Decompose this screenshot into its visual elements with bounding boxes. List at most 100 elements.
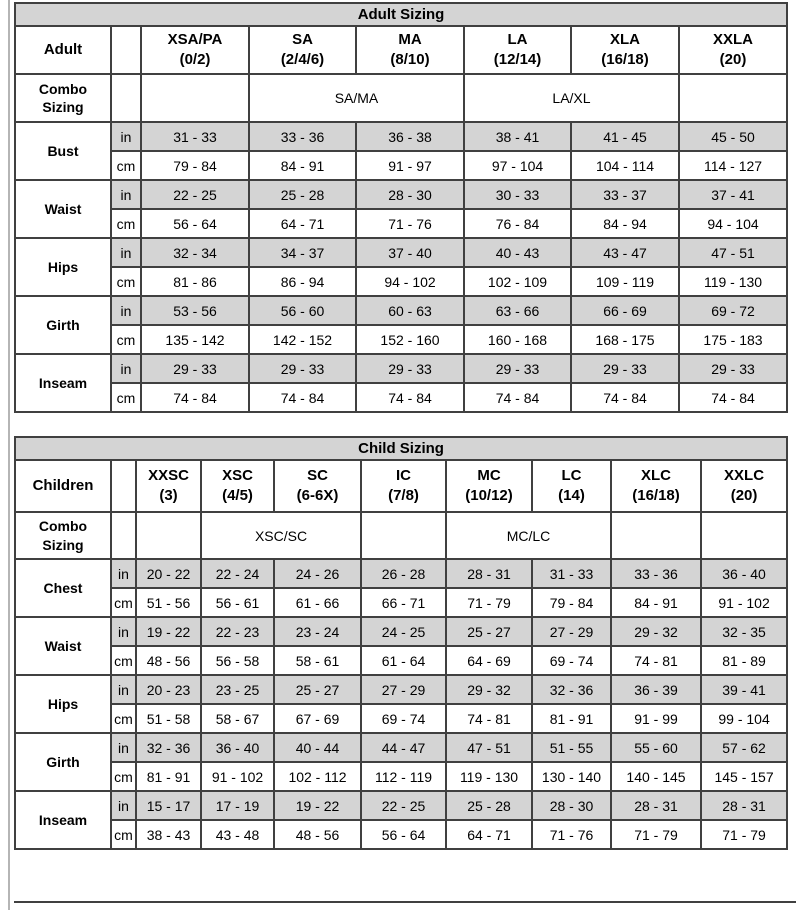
value-cell: 140 - 145	[610, 761, 702, 792]
size-name: MC	[477, 466, 501, 484]
size-range: (20)	[730, 487, 758, 504]
value-cell: 24 - 25	[360, 616, 447, 647]
unit-cell: in	[110, 558, 137, 589]
value-cell: 47 - 51	[677, 237, 789, 268]
value-cell: 61 - 64	[360, 645, 447, 676]
empty-cell	[110, 73, 142, 123]
value-cell: 29 - 33	[677, 353, 789, 384]
value-cell: 25 - 28	[445, 790, 533, 821]
value-cell: 25 - 27	[445, 616, 533, 647]
empty-cell	[610, 511, 702, 560]
size-range: (20)	[719, 51, 747, 68]
size-range: (7/8)	[388, 487, 419, 504]
value-cell: 102 - 112	[273, 761, 362, 792]
value-cell: 63 - 66	[463, 295, 572, 326]
value-cell: 27 - 29	[360, 674, 447, 705]
value-cell: 56 - 61	[200, 587, 275, 618]
value-cell: 23 - 25	[200, 674, 275, 705]
value-cell: 51 - 55	[531, 732, 612, 763]
value-cell: 31 - 33	[140, 121, 250, 152]
unit-cell: cm	[110, 819, 137, 850]
unit-cell: in	[110, 121, 142, 152]
value-cell: 102 - 109	[463, 266, 572, 297]
value-cell: 31 - 33	[531, 558, 612, 589]
value-cell: 44 - 47	[360, 732, 447, 763]
value-cell: 22 - 23	[200, 616, 275, 647]
value-cell: 29 - 33	[140, 353, 250, 384]
size-column-header: XSC (4/5)	[200, 459, 275, 513]
combo-sizing-label: Combo Sizing	[14, 73, 112, 123]
value-cell: 64 - 71	[248, 208, 357, 239]
value-cell: 29 - 33	[463, 353, 572, 384]
value-cell: 25 - 27	[273, 674, 362, 705]
value-cell: 58 - 61	[273, 645, 362, 676]
value-cell: 84 - 91	[248, 150, 357, 181]
value-cell: 36 - 39	[610, 674, 702, 705]
value-cell: 145 - 157	[699, 761, 789, 792]
value-cell: 29 - 33	[355, 353, 465, 384]
size-column-header: XXLC (20)	[699, 459, 789, 513]
size-column-header: LC (14)	[531, 459, 612, 513]
sizing-charts-content: Adult Sizing Adult XSA/PA (0/2) SA (2/4/6)…	[13, 2, 789, 850]
unit-cell: cm	[110, 645, 137, 676]
value-cell: 60 - 63	[355, 295, 465, 326]
value-cell: 38 - 41	[463, 121, 572, 152]
value-cell: 20 - 23	[135, 674, 202, 705]
value-cell: 168 - 175	[570, 324, 680, 355]
value-cell: 135 - 142	[140, 324, 250, 355]
value-cell: 51 - 56	[135, 587, 202, 618]
value-cell: 25 - 28	[248, 179, 357, 210]
size-range: (4/5)	[222, 487, 253, 504]
measurement-label: Inseam	[14, 790, 112, 850]
unit-cell: in	[110, 295, 142, 326]
value-cell: 55 - 60	[610, 732, 702, 763]
measurement-label: Chest	[14, 558, 112, 618]
adult-sizing-table: Adult Sizing Adult XSA/PA (0/2) SA (2/4/6)…	[13, 2, 789, 413]
size-name: XSA/PA	[167, 30, 223, 48]
empty-cell	[699, 511, 789, 560]
value-cell: 175 - 183	[677, 324, 789, 355]
value-cell: 22 - 24	[200, 558, 275, 589]
value-cell: 91 - 99	[610, 703, 702, 734]
value-cell: 37 - 41	[677, 179, 789, 210]
size-column-header: XSA/PA (0/2)	[140, 25, 250, 75]
value-cell: 28 - 30	[355, 179, 465, 210]
size-name: XXLA	[713, 30, 754, 48]
value-cell: 104 - 114	[570, 150, 680, 181]
value-cell: 40 - 44	[273, 732, 362, 763]
value-cell: 39 - 41	[699, 674, 789, 705]
value-cell: 33 - 36	[248, 121, 357, 152]
unit-header-empty-cell	[110, 459, 137, 513]
value-cell: 58 - 67	[200, 703, 275, 734]
size-name: MA	[398, 30, 422, 48]
value-cell: 56 - 64	[140, 208, 250, 239]
value-cell: 74 - 84	[355, 382, 465, 413]
empty-cell	[140, 73, 250, 123]
size-range: (2/4/6)	[280, 51, 325, 68]
size-column-header: XXLA (20)	[677, 25, 789, 75]
value-cell: 51 - 58	[135, 703, 202, 734]
size-column-header: MC (10/12)	[445, 459, 533, 513]
measurement-label: Girth	[14, 295, 112, 355]
empty-cell	[677, 73, 789, 123]
value-cell: 81 - 91	[135, 761, 202, 792]
unit-cell: cm	[110, 761, 137, 792]
combo-group: XSC/SC	[200, 511, 362, 560]
empty-cell	[360, 511, 447, 560]
value-cell: 29 - 33	[248, 353, 357, 384]
value-cell: 27 - 29	[531, 616, 612, 647]
size-range: (0/2)	[179, 51, 211, 68]
size-range: (8/10)	[390, 51, 430, 68]
value-cell: 37 - 40	[355, 237, 465, 268]
value-cell: 24 - 26	[273, 558, 362, 589]
value-cell: 56 - 58	[200, 645, 275, 676]
value-cell: 29 - 32	[445, 674, 533, 705]
value-cell: 57 - 62	[699, 732, 789, 763]
value-cell: 74 - 84	[140, 382, 250, 413]
value-cell: 97 - 104	[463, 150, 572, 181]
size-column-header: XLA (16/18)	[570, 25, 680, 75]
size-column-header: MA (8/10)	[355, 25, 465, 75]
value-cell: 119 - 130	[677, 266, 789, 297]
child-sizing-table: Child Sizing Children XXSC (3) XSC (4/5) S…	[13, 436, 789, 850]
